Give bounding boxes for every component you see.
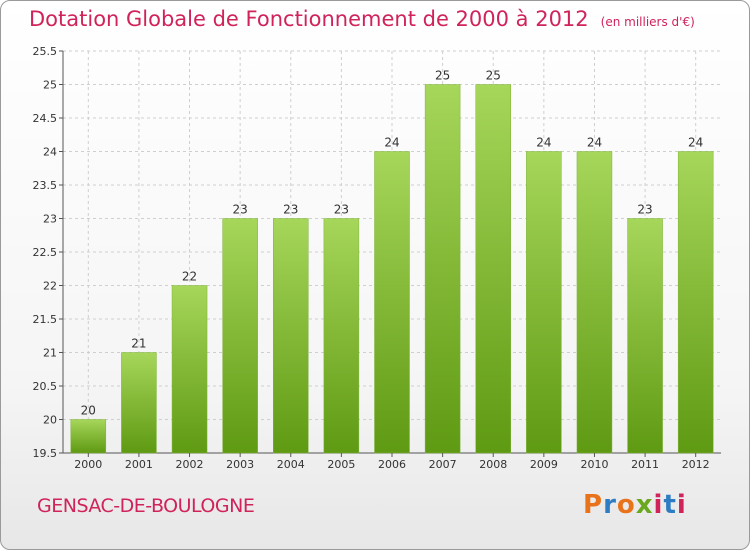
bar-value-label: 25 xyxy=(486,69,501,83)
y-tick-label: 19.5 xyxy=(33,447,58,460)
bar-2011 xyxy=(627,218,663,454)
bar-value-label: 24 xyxy=(384,136,399,150)
bar-2007 xyxy=(424,84,461,454)
bar-2000 xyxy=(70,419,107,454)
x-tick-label: 2010 xyxy=(580,458,608,471)
y-tick-label: 25 xyxy=(43,79,57,92)
chart-title-main: Dotation Globale de Fonctionnement de 20… xyxy=(29,7,589,31)
bar-2004 xyxy=(273,218,309,454)
x-tick-label: 2008 xyxy=(479,458,507,471)
bar-2008 xyxy=(475,84,511,454)
bar-value-label: 23 xyxy=(334,203,349,217)
y-tick-label: 22 xyxy=(43,280,57,293)
bar-value-label: 24 xyxy=(587,136,602,150)
commune-name: GENSAC-DE-BOULOGNE xyxy=(37,495,255,517)
x-tick-label: 2012 xyxy=(682,458,710,471)
x-tick-label: 2007 xyxy=(429,458,457,471)
logo-letter: t xyxy=(663,490,677,520)
x-tick-label: 2004 xyxy=(277,458,305,471)
x-tick-label: 2001 xyxy=(125,458,153,471)
bar-value-label: 24 xyxy=(536,136,551,150)
logo-letter: o xyxy=(616,490,636,520)
y-tick-label: 25.5 xyxy=(33,45,58,58)
bar-value-label: 23 xyxy=(233,203,248,217)
y-tick-label: 21.5 xyxy=(33,313,58,326)
chart-title: Dotation Globale de Fonctionnement de 20… xyxy=(29,7,695,31)
logo-letter: i xyxy=(653,490,664,520)
bar-2005 xyxy=(323,218,360,454)
y-tick-label: 22.5 xyxy=(33,246,58,259)
chart-title-unit: (en milliers d'€) xyxy=(600,15,695,29)
y-tick-label: 24.5 xyxy=(33,112,58,125)
x-tick-label: 2002 xyxy=(176,458,204,471)
bar-value-label: 21 xyxy=(131,337,146,351)
x-tick-label: 2011 xyxy=(631,458,659,471)
bar-2009 xyxy=(526,151,562,454)
bar-2001 xyxy=(121,352,157,454)
y-tick-label: 23 xyxy=(43,213,57,226)
bar-2002 xyxy=(171,285,208,454)
bar-value-label: 23 xyxy=(283,203,298,217)
bar-value-label: 24 xyxy=(688,136,703,150)
y-tick-label: 23.5 xyxy=(33,179,58,192)
bar-value-label: 23 xyxy=(637,203,652,217)
logo-letter: r xyxy=(603,490,617,520)
x-tick-label: 2009 xyxy=(530,458,558,471)
bar-value-label: 20 xyxy=(81,404,96,418)
x-tick-label: 2005 xyxy=(327,458,355,471)
x-tick-label: 2000 xyxy=(74,458,102,471)
x-tick-label: 2006 xyxy=(378,458,406,471)
logo-letter: i xyxy=(676,490,687,520)
bar-2012 xyxy=(677,151,714,454)
y-tick-label: 21 xyxy=(43,347,57,360)
bar-2010 xyxy=(576,151,613,454)
y-tick-label: 24 xyxy=(43,146,57,159)
bar-value-label: 22 xyxy=(182,270,197,284)
bar-2003 xyxy=(222,218,258,454)
logo-letter: x xyxy=(635,490,654,520)
bar-value-label: 25 xyxy=(435,69,450,83)
y-tick-label: 20.5 xyxy=(33,380,58,393)
logo-letter: P xyxy=(583,490,604,520)
bar-2006 xyxy=(374,151,410,454)
x-tick-label: 2003 xyxy=(226,458,254,471)
y-tick-label: 20 xyxy=(43,414,57,427)
proxiti-logo[interactable]: Proxiti xyxy=(583,490,687,520)
